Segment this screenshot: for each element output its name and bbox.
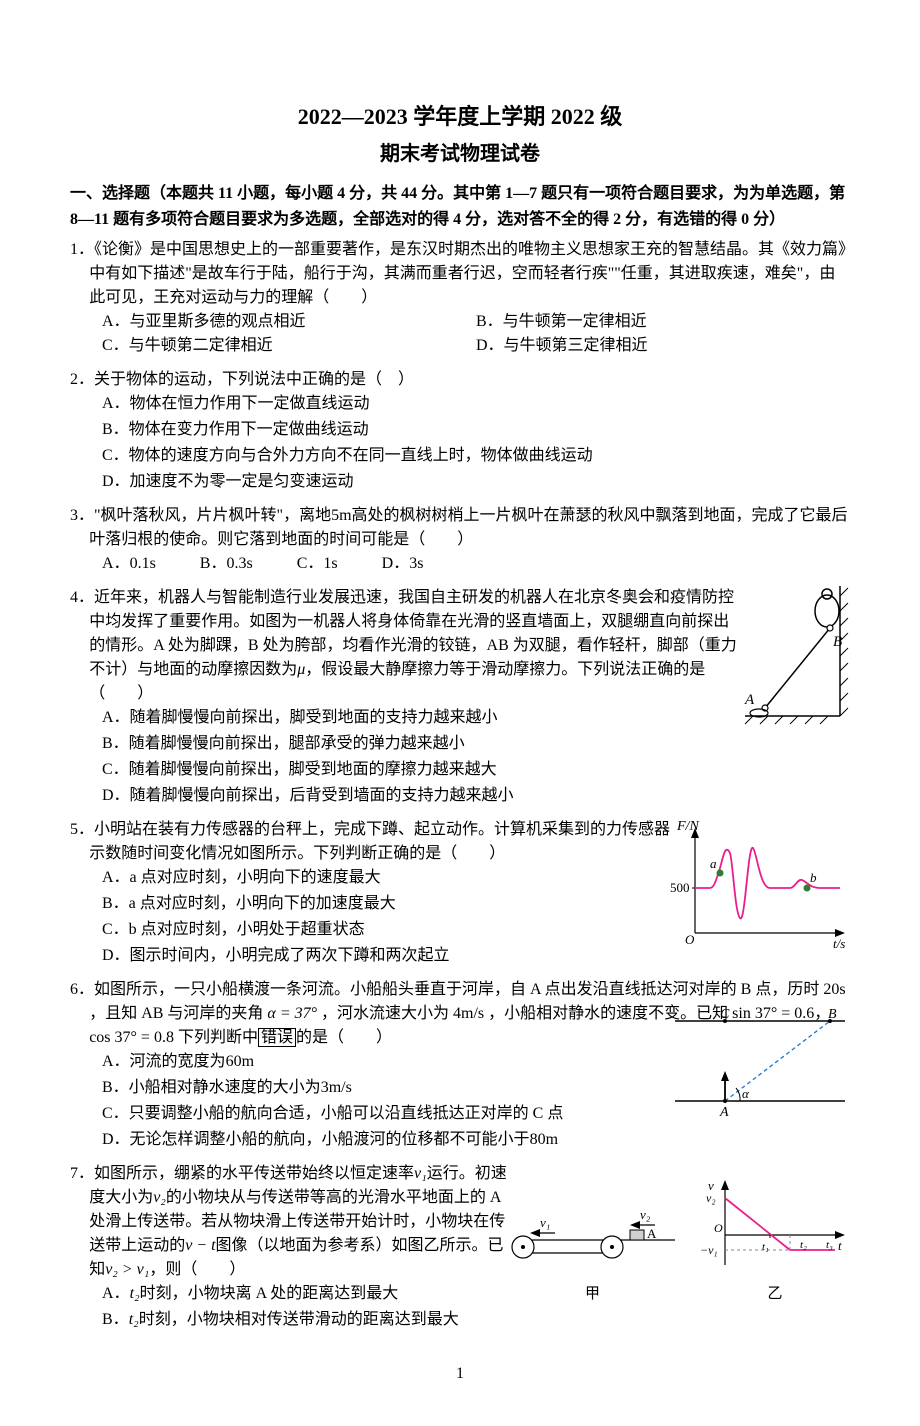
page-number: 1 <box>70 1362 850 1386</box>
q3-option-a: A．0.1s <box>102 552 156 576</box>
question-2: 2．关于物体的运动，下列说法中正确的是（ ） A．物体在恒力作用下一定做直线运动… <box>70 368 850 494</box>
q6-option-b: B．小船相对静水速度的大小为3m/s <box>102 1076 660 1100</box>
q4-option-d: D．随着脚慢慢向前探出，后背受到墙面的支持力越来越小 <box>102 784 850 808</box>
svg-text:b: b <box>810 870 817 885</box>
q7-figure-left: v₁ v₂ A 甲 <box>505 1205 680 1306</box>
q5-figure: F/N t/s 500 a b O <box>675 818 850 956</box>
svg-text:α: α <box>742 1086 750 1101</box>
q7-option-b: B．t₂时刻，小物块相对传送带滑动的距离达到最大 <box>102 1308 850 1332</box>
question-4: A B 4．近年来，机器人与智能制造行业发展迅速，我国自主研发的机器人在北京冬奥… <box>70 586 850 808</box>
svg-text:O: O <box>714 1221 723 1235</box>
section-1-header: 一、选择题（本题共 11 小题，每小题 4 分，共 44 分。其中第 1—7 题… <box>70 181 850 232</box>
svg-text:A: A <box>719 1105 729 1120</box>
svg-text:A: A <box>647 1226 657 1241</box>
q2-stem: 2．关于物体的运动，下列说法中正确的是（ ） <box>70 368 850 392</box>
q7-figures: v₁ v₂ A 甲 v t v₂ −v₁ O <box>505 1180 850 1306</box>
q3-option-b: B．0.3s <box>200 552 253 576</box>
q6-option-c: C．只要调整小船的航向合适，小船可以沿直线抵达正对岸的 C 点 <box>102 1102 660 1126</box>
q3-option-c: C．1s <box>297 552 338 576</box>
q1-option-d: D．与牛顿第三定律相近 <box>476 334 850 358</box>
svg-text:v₂: v₂ <box>640 1207 651 1222</box>
q1-stem: 1．《论衡》是中国思想史上的一部重要著作，是东汉时期杰出的唯物主义思想家王充的智… <box>70 238 850 310</box>
svg-text:500: 500 <box>670 880 690 895</box>
question-7: v₁ v₂ A 甲 v t v₂ −v₁ O <box>70 1162 850 1332</box>
q2-option-d: D．加速度不为零一定是匀变速运动 <box>102 470 850 494</box>
q6-option-a: A．河流的宽度为60m <box>102 1050 660 1074</box>
svg-text:a: a <box>710 856 717 871</box>
title-line1: 2022—2023 学年度上学期 2022 级 <box>70 100 850 133</box>
q6-option-d: D．无论怎样调整小船的航向，小船渡河的位移都不可能小于80m <box>102 1128 660 1152</box>
q1-option-c: C．与牛顿第二定律相近 <box>102 334 476 358</box>
question-1: 1．《论衡》是中国思想史上的一部重要著作，是东汉时期杰出的唯物主义思想家王充的智… <box>70 238 850 358</box>
q2-option-a: A．物体在恒力作用下一定做直线运动 <box>102 392 850 416</box>
svg-text:O: O <box>685 932 695 947</box>
svg-text:v₂: v₂ <box>706 1191 716 1205</box>
svg-text:t/s: t/s <box>833 936 845 951</box>
q2-option-b: B．物体在变力作用下一定做曲线运动 <box>102 418 850 442</box>
q4-stem: 4．近年来，机器人与智能制造行业发展迅速，我国自主研发的机器人在北京冬奥会和疫情… <box>70 586 850 706</box>
svg-text:−v₁: −v₁ <box>700 1243 718 1257</box>
boxed-error: 错误 <box>258 1028 296 1047</box>
svg-text:t₂: t₂ <box>800 1239 807 1251</box>
q7-figure-right: v t v₂ −v₁ O t₁ t₂ t₃ 乙 <box>700 1180 850 1306</box>
question-6: α A B C 6．如图所示，一只小船横渡一条河流。小船船头垂直于河岸，自 A … <box>70 978 850 1152</box>
svg-text:v₁: v₁ <box>540 1215 550 1230</box>
title-line2: 期末考试物理试卷 <box>70 139 850 169</box>
q2-option-c: C．物体的速度方向与合外力方向不在同一直线上时，物体做曲线运动 <box>102 444 850 468</box>
svg-text:A: A <box>744 692 755 708</box>
q3-option-d: D．3s <box>382 552 424 576</box>
q4-option-c: C．随着脚慢慢向前探出，脚受到地面的摩擦力越来越大 <box>102 758 850 782</box>
q6-figure: α A B C <box>670 1006 850 1129</box>
q4-option-a: A．随着脚慢慢向前探出，脚受到地面的支持力越来越小 <box>102 706 850 730</box>
q4-figure: A B <box>745 586 850 734</box>
svg-text:t₃: t₃ <box>826 1239 833 1251</box>
question-3: 3．"枫叶落秋风，片片枫叶转"，离地5m高处的枫树树梢上一片枫叶在萧瑟的秋风中飘… <box>70 504 850 576</box>
question-5: F/N t/s 500 a b O 5．小明站在装有力传感器的台秤上，完成下蹲、… <box>70 818 850 968</box>
svg-text:t: t <box>838 1238 842 1253</box>
q1-option-a: A．与亚里斯多德的观点相近 <box>102 310 476 334</box>
svg-text:t₁: t₁ <box>762 1241 769 1253</box>
svg-text:B: B <box>833 634 842 650</box>
q3-stem: 3．"枫叶落秋风，片片枫叶转"，离地5m高处的枫树树梢上一片枫叶在萧瑟的秋风中飘… <box>70 504 850 552</box>
q4-option-b: B．随着脚慢慢向前探出，腿部承受的弹力越来越小 <box>102 732 850 756</box>
q1-option-b: B．与牛顿第一定律相近 <box>476 310 850 334</box>
